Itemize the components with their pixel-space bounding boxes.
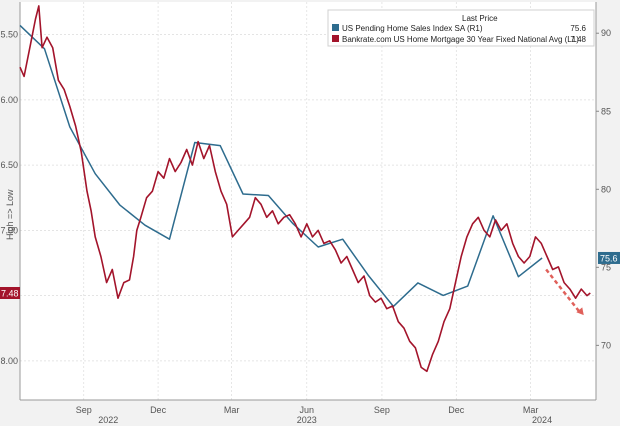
right-tick-label: 85 xyxy=(601,106,611,116)
x-axis: Sep Dec Mar Jun Sep Dec Mar 2022 2023 2024 xyxy=(76,405,552,425)
legend-label-pending-home-sales: US Pending Home Sales Index SA (R1) xyxy=(342,24,483,33)
grid-lines xyxy=(19,2,597,401)
left-tick-label: 8.00 xyxy=(0,356,18,366)
left-tick-label: 5.50 xyxy=(0,30,18,40)
left-tick-label: 7.00 xyxy=(0,225,18,235)
right-tick-label: 90 xyxy=(601,28,611,38)
x-tick-label: Jun xyxy=(300,405,315,415)
right-tick-label: 75 xyxy=(601,262,611,272)
plot-area xyxy=(20,2,596,400)
x-tick-label: Sep xyxy=(374,405,390,415)
legend-swatch-mortgage-rate xyxy=(332,35,339,42)
right-axis: 70 75 80 85 90 xyxy=(596,28,611,350)
left-axis-overlay-text: High => Low xyxy=(5,189,15,240)
right-tick-label: 70 xyxy=(601,340,611,350)
x-tick-label: Mar xyxy=(523,405,539,415)
x-tick-label: Mar xyxy=(224,405,240,415)
last-value-tags: 75.6 7.48 xyxy=(0,251,620,299)
legend: Last Price US Pending Home Sales Index S… xyxy=(327,9,595,47)
last-value-label-pending-home-sales: 75.6 xyxy=(600,253,618,263)
annotation-arrow-head xyxy=(576,307,584,316)
legend-value-pending-home-sales: 75.6 xyxy=(570,24,586,33)
x-year-label: 2022 xyxy=(98,415,118,425)
x-tick-label: Dec xyxy=(150,405,167,415)
series-line-pending-home-sales xyxy=(19,24,543,308)
legend-swatch-pending-home-sales xyxy=(332,24,339,31)
right-tick-label: 80 xyxy=(601,184,611,194)
series-line-mortgage-rate xyxy=(19,5,591,373)
series-layer xyxy=(19,5,591,373)
last-value-tag-mortgage-rate xyxy=(0,286,20,299)
x-tick-label: Dec xyxy=(448,405,465,415)
plot-background xyxy=(20,2,596,400)
x-tick-label: Sep xyxy=(76,405,92,415)
left-tick-label: 6.50 xyxy=(0,160,18,170)
x-year-label: 2023 xyxy=(297,415,317,425)
legend-label-mortgage-rate: Bankrate.com US Home Mortgage 30 Year Fi… xyxy=(342,35,579,44)
legend-value-mortgage-rate: 7.48 xyxy=(570,35,586,44)
last-value-label-mortgage-rate: 7.48 xyxy=(1,288,19,298)
x-year-label: 2024 xyxy=(532,415,552,425)
last-value-tag-pending-home-sales xyxy=(598,251,620,264)
annotation-arrow-shaft xyxy=(545,268,581,313)
legend-box xyxy=(327,9,595,47)
left-tick-label: 6.00 xyxy=(0,95,18,105)
legend-header: Last Price xyxy=(462,14,498,23)
annotation-layer xyxy=(545,268,584,316)
